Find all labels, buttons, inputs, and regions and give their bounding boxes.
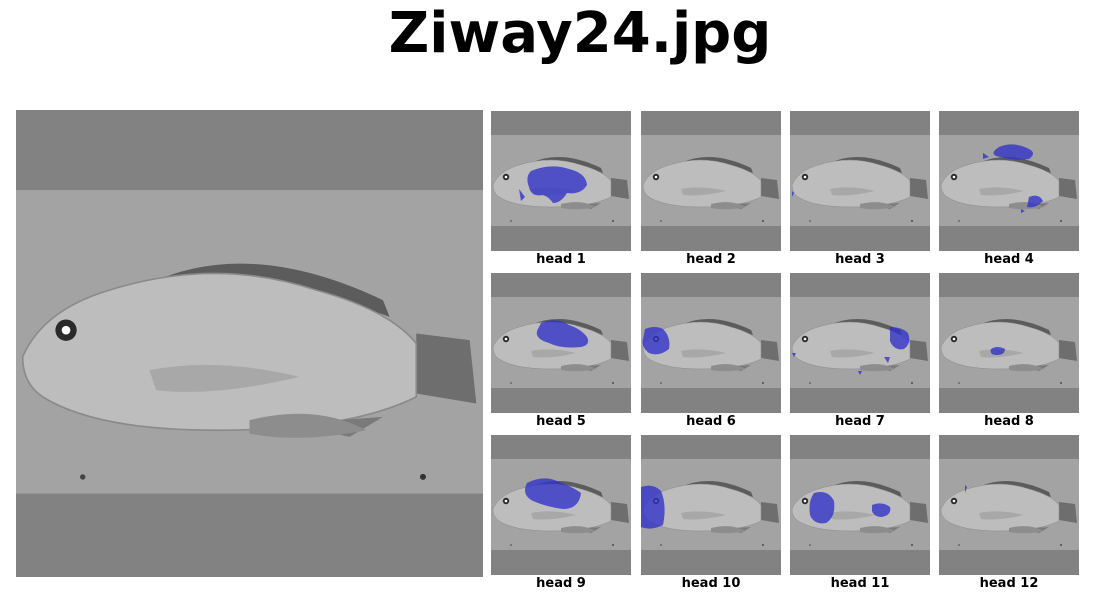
head-label: head 8: [984, 414, 1034, 429]
source-image: [16, 110, 483, 577]
attention-map-11: [790, 435, 930, 575]
attention-map-image: [641, 435, 781, 575]
attention-map-9: [491, 435, 631, 575]
attention-map-image: [939, 435, 1079, 575]
fish-photo: [16, 110, 483, 577]
attention-map-image: [790, 273, 930, 413]
head-label: head 1: [536, 252, 586, 267]
attention-map-5: [491, 273, 631, 413]
head-label: head 4: [984, 252, 1034, 267]
head-label: head 2: [686, 252, 736, 267]
attention-map-12: [939, 435, 1079, 575]
attention-map-image: [939, 273, 1079, 413]
attention-map-image: [790, 111, 930, 251]
attention-map-image: [491, 273, 631, 413]
attention-map-7: [790, 273, 930, 413]
head-label: head 10: [681, 576, 741, 591]
attention-map-6: [641, 273, 781, 413]
head-label: head 12: [979, 576, 1039, 591]
head-label: head 11: [830, 576, 890, 591]
attention-map-image: [790, 435, 930, 575]
attention-map-image: [641, 273, 781, 413]
attention-map-image: [939, 111, 1079, 251]
attention-map-image: [641, 111, 781, 251]
head-label: head 9: [536, 576, 586, 591]
attention-map-10: [641, 435, 781, 575]
attention-map-2: [641, 111, 781, 251]
head-label: head 6: [686, 414, 736, 429]
attention-map-image: [491, 435, 631, 575]
attention-map-8: [939, 273, 1079, 413]
figure-title: Ziway24.jpg: [388, 1, 772, 66]
head-label: head 3: [835, 252, 885, 267]
attention-map-image: [491, 111, 631, 251]
attention-map-3: [790, 111, 930, 251]
head-label: head 5: [536, 414, 586, 429]
attention-map-4: [939, 111, 1079, 251]
head-label: head 7: [835, 414, 885, 429]
attention-map-1: [491, 111, 631, 251]
